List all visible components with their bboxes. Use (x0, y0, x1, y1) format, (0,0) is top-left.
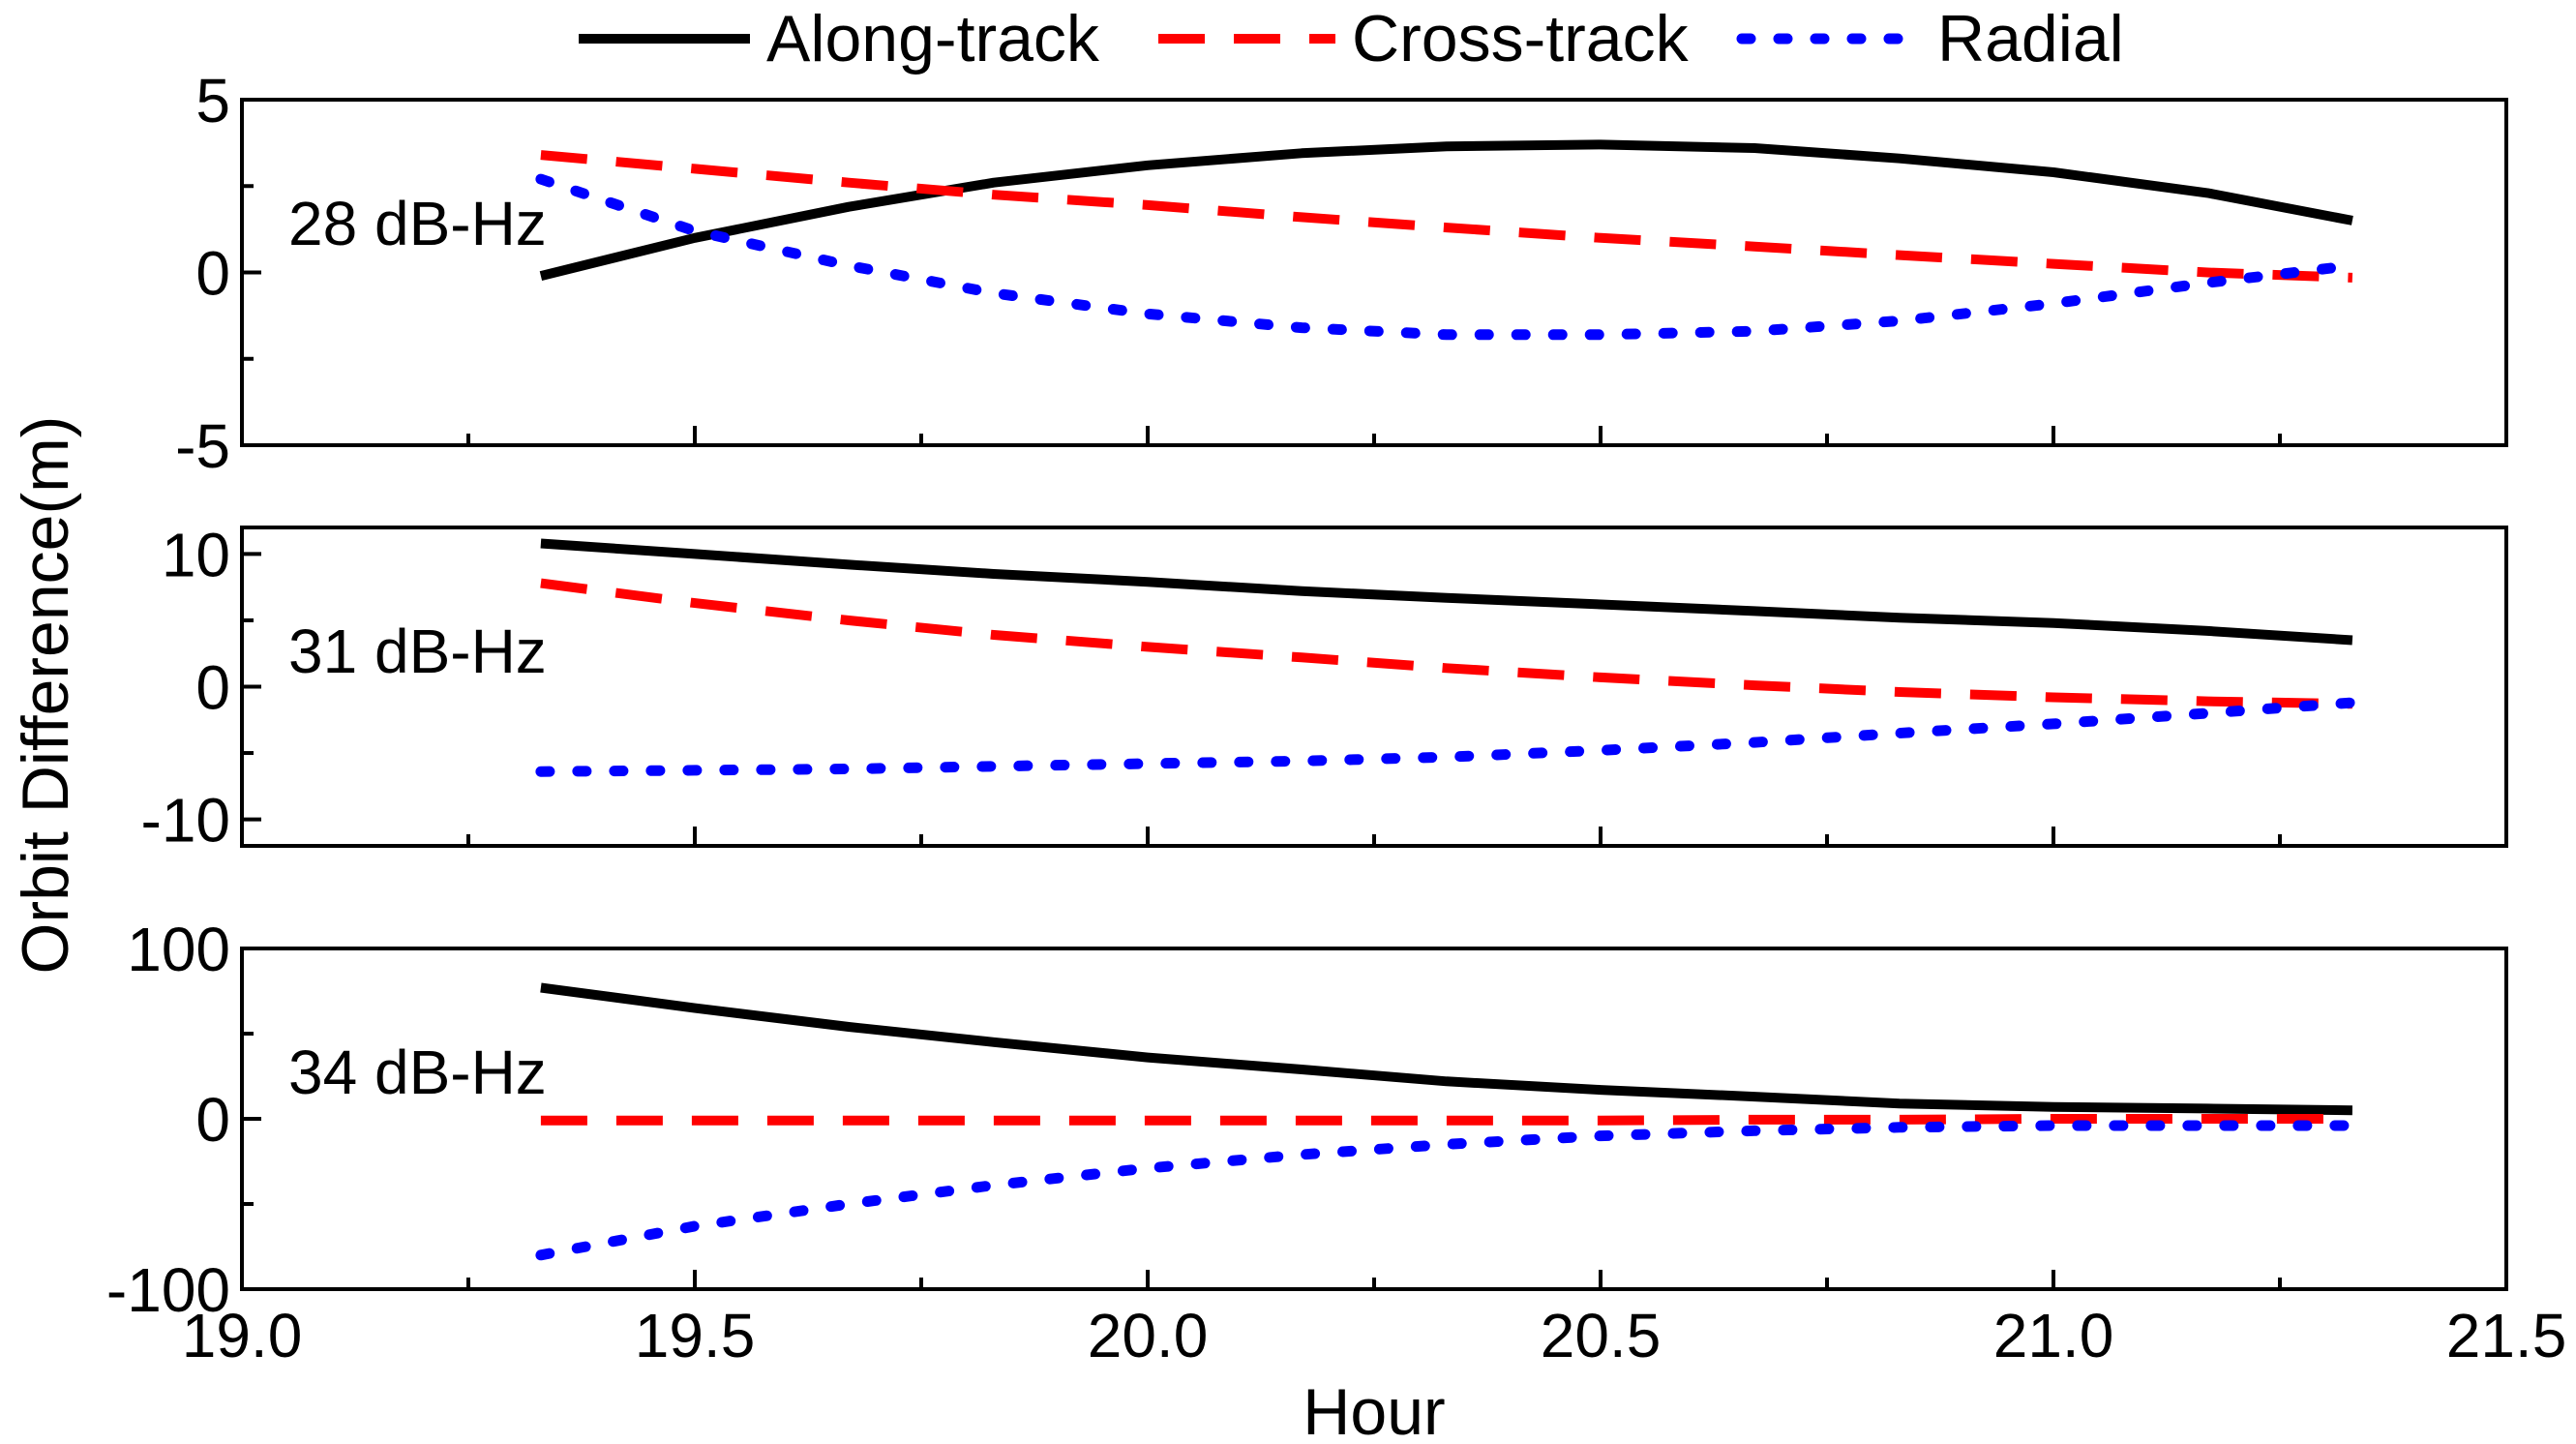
legend-label-along-track: Along-track (766, 2, 1100, 75)
x-tick-label: 21.0 (1993, 1301, 2114, 1370)
panel-1-y-tick-label: 5 (195, 66, 230, 135)
x-axis-label: Hour (1303, 1375, 1445, 1444)
x-tick-label: 20.0 (1088, 1301, 1209, 1370)
panel-2-frame (240, 526, 2508, 848)
panel-2-series-radial (535, 697, 2358, 777)
panel-3-series-cross-track (540, 1114, 2352, 1126)
panel-2-y-tick-label: 0 (195, 653, 230, 723)
panel-3-y-tick-label: -100 (106, 1255, 230, 1325)
legend-label-cross-track: Cross-track (1352, 2, 1690, 75)
panel-1-series-radial (535, 173, 2358, 341)
panel-3-annotation: 34 dB-Hz (288, 1038, 547, 1107)
panel-1-series-along-track (539, 139, 2353, 281)
panel-1-series-cross-track (540, 150, 2353, 283)
panel-3-y-tick-label: 0 (195, 1085, 230, 1155)
panel-2-y-tick-label: -10 (141, 786, 231, 856)
panel-1-annotation: 28 dB-Hz (288, 189, 547, 258)
panel-2-series-cross-track (540, 578, 2352, 709)
panel-3-series-radial (535, 1120, 2358, 1261)
panel-3-y-tick-label: 100 (127, 915, 230, 984)
panel-2-series-along-track (540, 538, 2353, 646)
y-axis-label: Orbit Difference(m) (9, 416, 82, 975)
panel-2-y-tick-label: 10 (162, 520, 230, 589)
x-tick-label: 19.0 (182, 1301, 303, 1370)
x-tick-label: 19.5 (635, 1301, 756, 1370)
panel-2-annotation: 31 dB-Hz (288, 617, 547, 686)
x-tick-label: 20.5 (1541, 1301, 1662, 1370)
panel-3-series-along-track (540, 982, 2352, 1116)
x-tick-label: 21.5 (2446, 1301, 2567, 1370)
legend-label-radial: Radial (1937, 2, 2124, 75)
panel-1-y-tick-label: 0 (195, 239, 230, 309)
panel-1-y-tick-label: -5 (175, 411, 230, 481)
